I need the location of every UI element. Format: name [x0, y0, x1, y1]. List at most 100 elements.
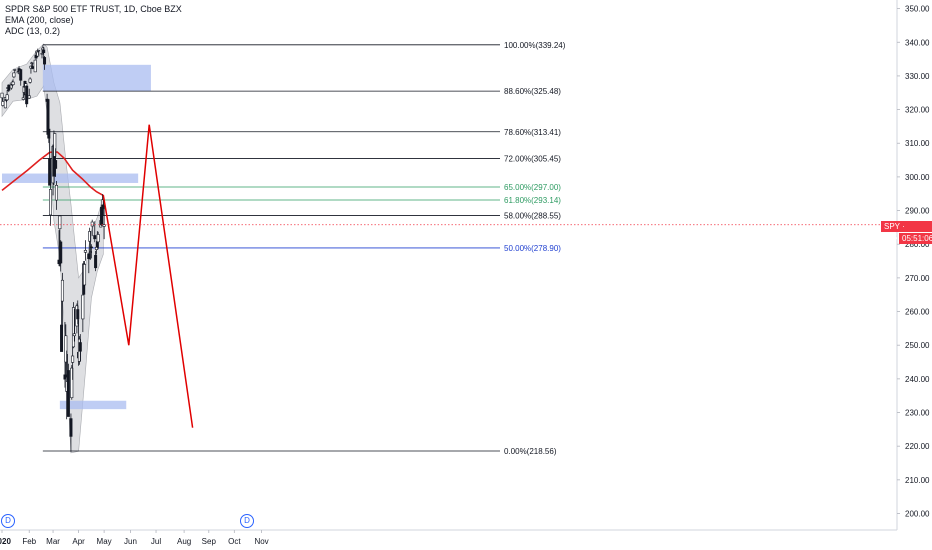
dividend-marker[interactable]: D [1, 514, 15, 528]
candle-body [25, 85, 29, 105]
candle-body [40, 53, 44, 55]
candle [60, 272, 64, 351]
candle-body [5, 94, 9, 101]
candle [90, 219, 94, 237]
projection-path-line [102, 124, 194, 428]
candle-body [49, 189, 53, 216]
candle [48, 137, 52, 186]
price-tick-label: 230.00 [905, 409, 930, 418]
candle-body [54, 160, 58, 169]
candle [11, 79, 15, 86]
candle [64, 324, 68, 389]
ema-line [1, 151, 104, 197]
candle [101, 199, 105, 216]
fib-level-label: 72.00%(305.45) [504, 155, 561, 164]
fib-level-label: 65.00%(297.00) [504, 183, 561, 192]
candle [19, 68, 23, 86]
fib-level-label: 50.00%(278.90) [504, 244, 561, 253]
price-tick-label: 260.00 [905, 308, 930, 317]
candle-body [12, 72, 16, 78]
time-tick-label: Jun [124, 537, 137, 546]
candle [37, 50, 41, 56]
candle-body [48, 158, 52, 186]
candle [89, 244, 93, 259]
candle [13, 69, 17, 73]
candle [25, 85, 29, 108]
candle [70, 365, 74, 400]
candle-body [27, 95, 31, 99]
price-tick-label: 320.00 [905, 106, 930, 115]
fib-level-label: 88.60%(325.48) [504, 87, 561, 96]
indicator-adc-label[interactable]: ADC (13, 0.2) [5, 26, 61, 36]
candle-body [66, 370, 70, 417]
candle-body [34, 54, 38, 59]
candle [81, 294, 85, 333]
candle-body [83, 249, 87, 253]
price-tick-label: 220.00 [905, 442, 930, 451]
price-tick-label: 250.00 [905, 341, 930, 350]
candle [102, 208, 106, 240]
candle [3, 97, 7, 109]
support-resistance-zone [42, 64, 151, 92]
candle-body [96, 234, 100, 243]
candle-body [72, 333, 76, 337]
candle-body [60, 279, 64, 302]
candle-body [54, 185, 58, 201]
candle-body [83, 264, 87, 286]
fib-level-label: 61.80%(293.14) [504, 196, 561, 205]
candle-body [43, 57, 47, 65]
candle [83, 240, 87, 261]
candle [66, 363, 70, 417]
symbol-title[interactable]: SPDR S&P 500 ETF TRUST, 1D, Cboe BZX [5, 4, 182, 14]
projection-path [102, 124, 194, 428]
fib-level-label: 78.60%(313.41) [504, 128, 561, 137]
support-resistance-zone [59, 400, 127, 410]
fib-level-label: 100.00%(339.24) [504, 41, 566, 50]
price-tag-symbol: SPY [884, 222, 900, 231]
candle-body [7, 84, 11, 91]
candle [96, 231, 100, 250]
dividend-marker[interactable]: D [240, 514, 254, 528]
price-tick-label: 210.00 [905, 476, 930, 485]
candle [69, 413, 73, 452]
price-tick-label: 290.00 [905, 207, 930, 216]
candle-body [70, 367, 74, 399]
price-tick-label: 300.00 [905, 173, 930, 182]
candle-body [3, 97, 7, 109]
time-tick-label: Feb [22, 537, 36, 546]
time-tick-label: Jul [151, 537, 161, 546]
price-tick-label: 280.00 [905, 240, 930, 249]
candle-body [28, 78, 32, 83]
candle-body [93, 235, 97, 240]
candle-body [58, 215, 62, 230]
time-tick-label: May [97, 537, 112, 546]
candle [34, 52, 38, 61]
price-tag-separator: · [902, 222, 905, 231]
candle [40, 50, 44, 59]
time-tick-label: Nov [254, 537, 268, 546]
candle-body [59, 241, 63, 264]
candle [43, 56, 47, 70]
candle [83, 261, 87, 293]
candle [78, 334, 82, 362]
fib-level-label: 0.00%(218.56) [504, 447, 557, 456]
candle [59, 240, 63, 272]
indicator-ema-label[interactable]: EMA (200, close) [5, 15, 74, 25]
current-price-tag: SPY · 285.79 [881, 221, 932, 242]
candle-body [53, 133, 57, 157]
candle [72, 308, 76, 342]
candle [33, 59, 37, 73]
support-resistance-zone [2, 173, 139, 183]
time-tick-label: Oct [228, 537, 241, 546]
candles [0, 45, 106, 452]
price-tick-label: 240.00 [905, 375, 930, 384]
price-tick-label: 340.00 [905, 38, 930, 47]
price-tick-label: 200.00 [905, 510, 930, 519]
candle [28, 77, 32, 84]
candle-body [78, 342, 82, 352]
candle-body [0, 92, 4, 99]
candle [21, 92, 25, 101]
adc-band [1, 43, 104, 454]
